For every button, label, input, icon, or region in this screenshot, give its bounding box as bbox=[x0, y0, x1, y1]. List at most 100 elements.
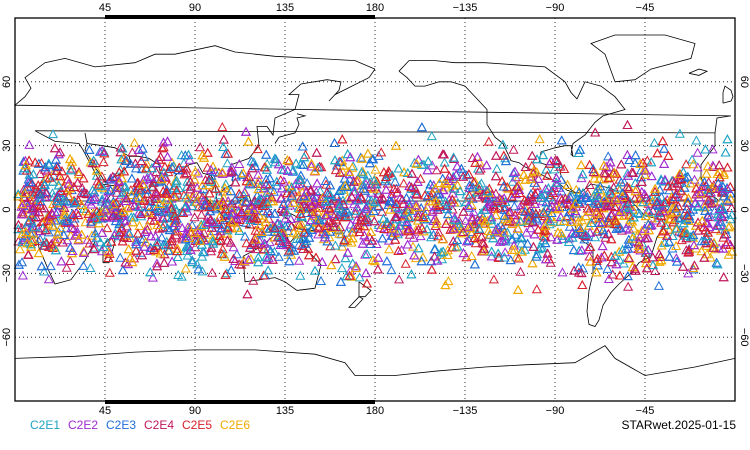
observation-marker bbox=[373, 201, 384, 211]
observation-marker bbox=[573, 222, 584, 232]
observation-marker bbox=[622, 270, 633, 281]
observation-marker bbox=[189, 212, 200, 222]
observation-marker bbox=[86, 218, 97, 228]
observation-marker bbox=[28, 202, 39, 212]
observation-marker bbox=[312, 178, 323, 188]
observation-marker bbox=[154, 206, 165, 216]
observation-marker bbox=[179, 169, 190, 179]
observation-marker bbox=[128, 212, 139, 222]
observation-marker bbox=[137, 143, 148, 153]
observation-marker bbox=[147, 182, 158, 192]
observation-marker bbox=[207, 267, 218, 277]
observation-marker bbox=[157, 143, 168, 153]
observation-marker bbox=[83, 208, 94, 218]
observation-marker bbox=[637, 157, 648, 167]
lon-tick-top: 135 bbox=[276, 2, 294, 14]
observation-marker bbox=[568, 244, 579, 255]
observation-marker bbox=[386, 265, 397, 275]
observation-marker bbox=[671, 203, 682, 213]
observation-marker bbox=[253, 252, 264, 262]
observation-marker bbox=[584, 179, 595, 189]
observation-marker bbox=[56, 256, 67, 266]
observation-marker bbox=[30, 197, 42, 207]
observation-marker bbox=[699, 202, 710, 212]
observation-marker bbox=[210, 166, 221, 176]
observation-marker bbox=[251, 213, 262, 223]
observation-marker bbox=[623, 281, 634, 291]
observation-marker bbox=[117, 236, 128, 246]
observation-marker bbox=[340, 252, 351, 263]
observation-marker bbox=[49, 143, 60, 153]
observation-marker bbox=[426, 264, 437, 274]
observation-marker bbox=[493, 248, 504, 258]
observation-marker bbox=[576, 268, 587, 278]
observation-marker bbox=[624, 210, 635, 220]
observation-marker bbox=[220, 179, 231, 189]
observation-marker bbox=[220, 269, 231, 279]
observation-marker bbox=[376, 147, 387, 157]
observation-marker bbox=[498, 181, 509, 191]
observation-marker bbox=[328, 221, 339, 231]
observation-marker bbox=[597, 241, 608, 251]
observation-marker bbox=[594, 173, 605, 184]
observation-marker bbox=[65, 153, 76, 164]
observation-marker bbox=[361, 201, 372, 211]
observation-marker bbox=[439, 157, 450, 167]
observation-marker bbox=[347, 258, 358, 268]
observation-marker bbox=[602, 263, 613, 273]
observation-marker bbox=[21, 165, 32, 175]
observation-marker bbox=[402, 239, 413, 249]
observation-marker bbox=[658, 198, 669, 208]
observation-marker bbox=[676, 234, 687, 245]
observation-marker bbox=[722, 162, 733, 172]
observation-marker bbox=[298, 159, 309, 169]
observation-marker bbox=[108, 202, 119, 212]
observation-marker bbox=[52, 206, 63, 216]
observation-marker bbox=[442, 209, 454, 219]
observation-marker bbox=[614, 246, 625, 256]
observation-marker bbox=[241, 238, 252, 248]
observation-marker bbox=[243, 136, 254, 146]
observation-marker bbox=[166, 204, 177, 214]
observation-marker bbox=[55, 222, 66, 233]
observation-marker bbox=[417, 223, 428, 233]
observation-marker bbox=[39, 236, 50, 246]
observation-marker bbox=[576, 159, 587, 170]
observation-marker bbox=[27, 228, 38, 238]
observation-marker bbox=[262, 193, 273, 203]
observation-marker bbox=[339, 235, 350, 245]
observation-marker bbox=[42, 215, 53, 225]
observation-marker bbox=[535, 242, 546, 252]
observation-marker bbox=[93, 179, 104, 189]
observation-marker bbox=[226, 166, 237, 176]
observation-marker bbox=[656, 255, 667, 265]
observation-marker bbox=[432, 189, 443, 199]
observation-marker bbox=[384, 195, 395, 206]
coastline bbox=[274, 113, 307, 144]
observation-marker bbox=[703, 195, 714, 205]
observation-marker bbox=[63, 178, 74, 188]
observation-marker bbox=[19, 187, 31, 198]
observation-marker bbox=[456, 163, 467, 173]
observation-marker bbox=[614, 270, 625, 280]
observation-marker bbox=[230, 177, 241, 187]
observation-marker bbox=[643, 219, 654, 229]
observation-marker bbox=[697, 215, 708, 225]
observation-marker bbox=[538, 243, 549, 253]
observation-marker bbox=[369, 216, 380, 226]
observation-marker bbox=[667, 194, 678, 204]
observation-marker bbox=[217, 121, 228, 132]
observation-marker bbox=[268, 186, 279, 196]
observation-marker bbox=[186, 227, 197, 237]
observation-marker bbox=[145, 171, 156, 181]
observation-marker bbox=[375, 194, 386, 204]
observation-marker bbox=[370, 164, 381, 174]
observation-marker bbox=[525, 223, 536, 233]
observation-marker bbox=[591, 208, 602, 218]
observation-marker bbox=[502, 182, 513, 192]
observation-marker bbox=[718, 191, 729, 201]
observation-marker bbox=[725, 188, 736, 198]
observation-marker bbox=[498, 150, 509, 160]
observation-marker bbox=[500, 155, 511, 166]
observation-marker bbox=[488, 233, 499, 243]
